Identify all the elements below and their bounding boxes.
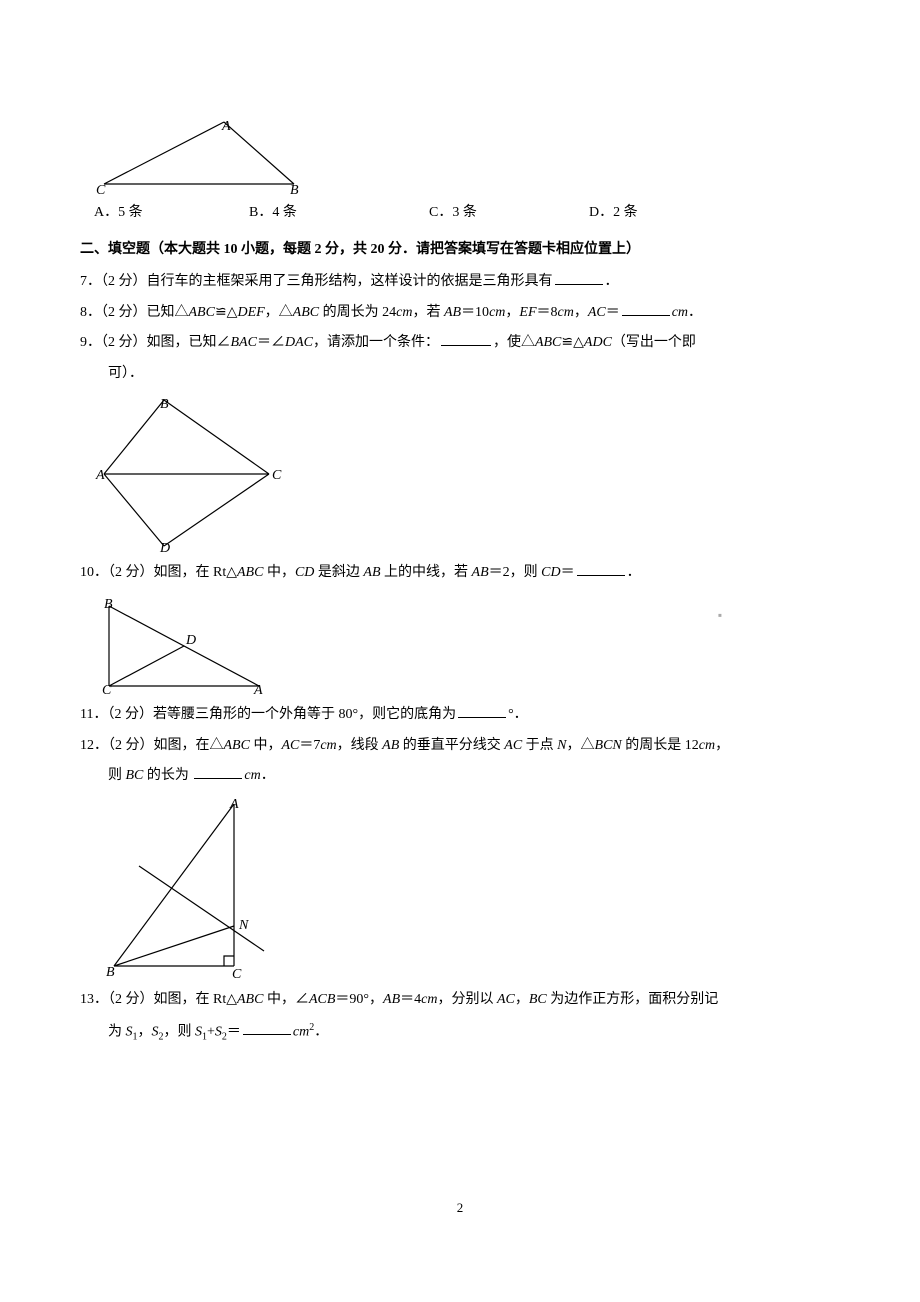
q10-label-c: C xyxy=(102,683,112,696)
q12: 12．（2 分）如图，在△ABC 中，AC＝7cm，线段 AB 的垂直平分线交 … xyxy=(80,733,840,760)
q8-blank xyxy=(622,302,670,316)
q9-label-d: D xyxy=(159,541,170,554)
q6-label-b: B xyxy=(290,183,299,194)
q13: 13．（2 分）如图，在 Rt△ABC 中，∠ACB＝90°，AB＝4cm，分别… xyxy=(80,987,840,1014)
q6-option-b: B．4 条 xyxy=(249,200,429,227)
q12-figure: A B C N xyxy=(94,796,840,981)
q6-option-a: A．5 条 xyxy=(94,200,249,227)
page-number: 2 xyxy=(80,1196,840,1221)
q6-label-a: A xyxy=(221,119,231,134)
q12-line2: 则 BC 的长为 cm． xyxy=(80,763,840,790)
q9-label-a: A xyxy=(95,468,105,483)
q9-blank xyxy=(441,332,491,346)
q10-blank xyxy=(577,562,625,576)
q7: 7．（2 分）自行车的主框架采用了三角形结构，这样设计的依据是三角形具有 ． xyxy=(80,269,840,296)
q6-label-c: C xyxy=(96,183,106,194)
q10-figure: B C A D xyxy=(94,596,840,696)
q12-blank xyxy=(194,765,242,779)
q9-label-c: C xyxy=(272,468,282,483)
q7-text: 7．（2 分）自行车的主框架采用了三角形结构，这样设计的依据是三角形具有 xyxy=(80,274,553,289)
section2-header: 二、填空题（本大题共 10 小题，每题 2 分，共 20 分．请把答案填写在答题… xyxy=(80,237,840,264)
q9: 9．（2 分）如图，已知∠BAC＝∠DAC，请添加一个条件：，使△ABC≌△AD… xyxy=(80,330,840,357)
q10-label-a: A xyxy=(253,683,263,696)
q7-suffix: ． xyxy=(605,274,619,289)
q6-figure: A B C xyxy=(94,116,840,194)
q8: 8．（2 分）已知△ABC≌△DEF，△ABC 的周长为 24cm，若 AB＝1… xyxy=(80,300,840,327)
q9-figure: A B C D xyxy=(94,394,840,554)
q13-line2: 为 S1，S2，则 S1+S2＝cm2． xyxy=(80,1018,840,1046)
q6-option-c: C．3 条 xyxy=(429,200,589,227)
q10-label-b: B xyxy=(104,597,113,612)
q7-blank xyxy=(555,271,603,285)
q9-line2: 可）． xyxy=(80,361,840,388)
q10: 10．（2 分）如图，在 Rt△ABC 中，CD 是斜边 AB 上的中线，若 A… xyxy=(80,560,840,587)
q12-label-a: A xyxy=(229,797,239,812)
q12-label-n: N xyxy=(238,918,249,933)
q11: 11．（2 分）若等腰三角形的一个外角等于 80°，则它的底角为°． xyxy=(80,702,840,729)
q12-label-b: B xyxy=(106,965,115,980)
q12-label-c: C xyxy=(232,967,242,981)
q13-blank xyxy=(243,1021,291,1035)
q11-blank xyxy=(458,704,506,718)
q6-options: A．5 条 B．4 条 C．3 条 D．2 条 xyxy=(94,200,840,227)
q10-label-d: D xyxy=(185,633,196,648)
q6-option-d: D．2 条 xyxy=(589,200,638,227)
q9-label-b: B xyxy=(160,397,169,412)
